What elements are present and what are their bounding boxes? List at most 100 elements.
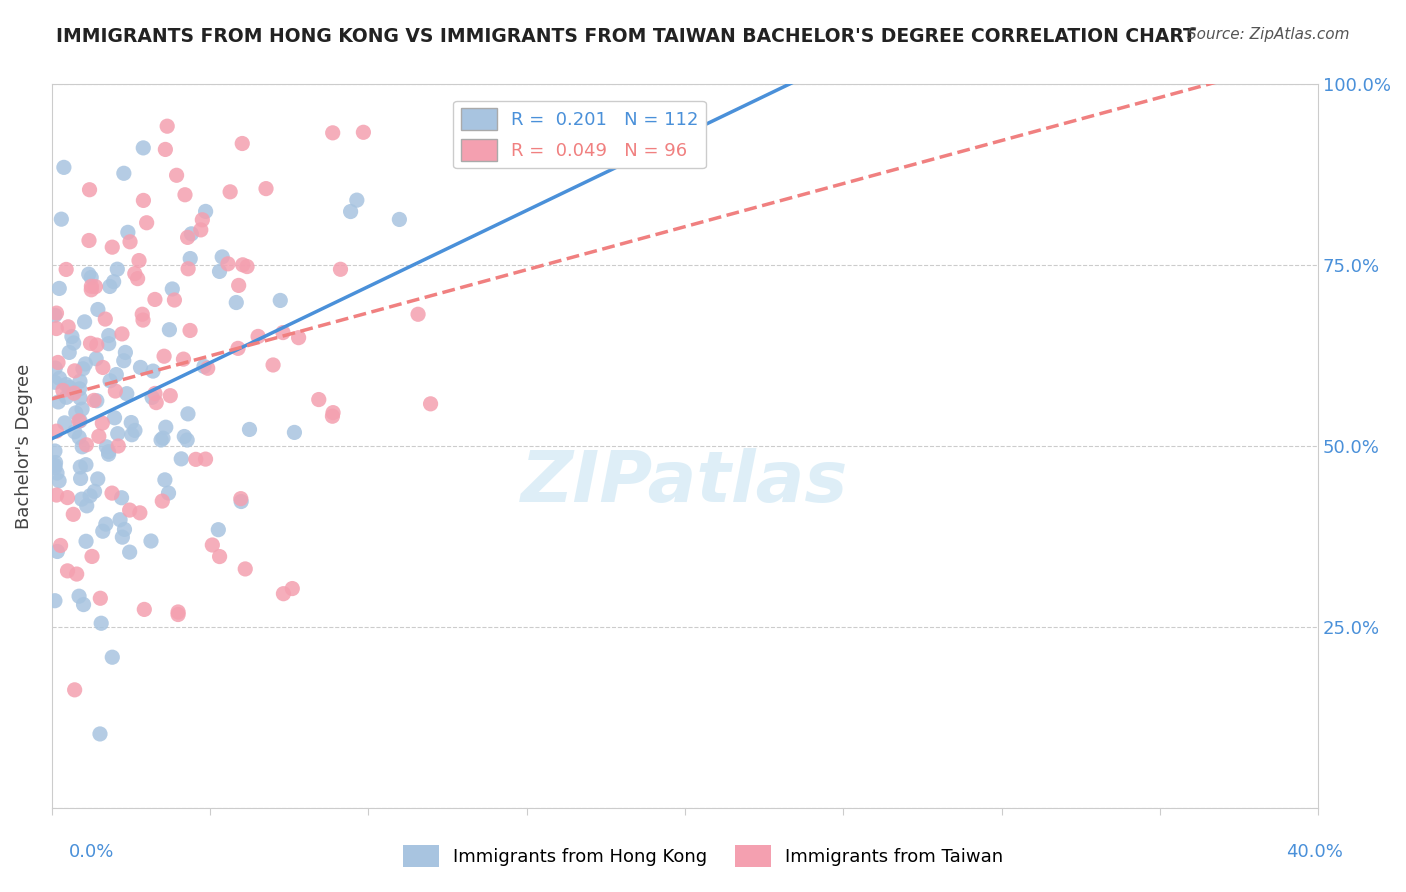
Point (48, 281, 70, 295)
Point (97, 336, 120, 351)
Point (91, 360, 114, 375)
Point (52, 161, 75, 175)
Point (44, 308, 66, 322)
Point (388, 212, 411, 227)
Point (201, 538, 224, 552)
Y-axis label: Bachelor's Degree: Bachelor's Degree (15, 363, 32, 529)
Point (84, 351, 107, 366)
Point (352, 125, 374, 139)
Point (56, 491, 79, 505)
Legend: Immigrants from Hong Kong, Immigrants from Taiwan: Immigrants from Hong Kong, Immigrants fr… (395, 838, 1011, 874)
Point (80, 279, 103, 293)
Point (45, 424, 67, 438)
Point (103, 275, 125, 289)
Point (179, 252, 201, 266)
Point (132, 194, 155, 208)
Point (118, 545, 141, 559)
Point (69, 391, 91, 405)
Point (75, 458, 97, 472)
Point (112, 353, 135, 368)
Point (107, 426, 129, 441)
Point (271, 326, 294, 340)
Point (51, 212, 73, 227)
Point (281, 582, 304, 596)
Point (86, 393, 108, 408)
Point (105, 262, 128, 277)
Point (101, 486, 124, 500)
Point (89, 591, 111, 606)
Point (75, 438, 97, 452)
Point (339, 204, 361, 219)
Point (44, 458, 66, 473)
Point (55, 262, 77, 277)
Point (128, 506, 150, 520)
Point (97, 447, 120, 461)
Point (45, 488, 67, 502)
Point (105, 368, 128, 382)
Point (72, 598, 94, 612)
Point (55, 377, 77, 392)
Point (219, 185, 242, 199)
Point (103, 410, 125, 425)
Point (104, 384, 127, 398)
Point (150, 494, 173, 508)
Point (98, 279, 121, 293)
Point (44, 444, 66, 458)
Point (152, 431, 174, 445)
Point (87, 472, 110, 486)
Point (231, 136, 253, 151)
Point (208, 264, 231, 278)
Point (120, 416, 142, 430)
Point (58, 380, 80, 394)
Point (44, 460, 66, 475)
Point (79, 183, 101, 197)
Point (190, 223, 212, 237)
Point (62, 508, 84, 522)
Point (77, 234, 100, 248)
Point (87, 302, 110, 317)
Point (45, 306, 67, 320)
Point (229, 491, 252, 506)
Point (83, 484, 105, 499)
Legend: R =  0.201   N = 112, R =  0.049   N = 96: R = 0.201 N = 112, R = 0.049 N = 96 (453, 101, 706, 169)
Point (177, 261, 200, 276)
Point (193, 359, 215, 374)
Point (97, 328, 120, 343)
Point (75, 534, 97, 549)
Point (45, 456, 67, 470)
Point (70, 440, 93, 454)
Point (94, 517, 117, 532)
Point (322, 126, 344, 140)
Point (84, 279, 107, 293)
Point (155, 420, 177, 434)
Point (150, 433, 173, 447)
Point (141, 391, 163, 405)
Point (419, 397, 441, 411)
Point (67, 589, 90, 603)
Point (52, 384, 75, 398)
Point (46, 544, 69, 558)
Point (114, 345, 136, 359)
Point (207, 523, 229, 537)
Point (60, 329, 83, 343)
Point (406, 307, 429, 321)
Point (63, 386, 86, 401)
Point (44, 361, 66, 376)
Point (167, 605, 190, 619)
Point (65, 406, 87, 420)
Point (117, 225, 139, 239)
Point (86, 338, 108, 352)
Point (94, 312, 117, 326)
Point (63, 682, 86, 697)
Point (114, 523, 136, 537)
Point (176, 230, 198, 244)
Point (226, 342, 249, 356)
Point (262, 358, 284, 372)
Point (69, 460, 91, 475)
Point (56, 319, 79, 334)
Point (73, 315, 96, 329)
Point (283, 425, 305, 440)
Point (101, 650, 124, 665)
Point (48, 371, 70, 385)
Point (238, 422, 260, 436)
